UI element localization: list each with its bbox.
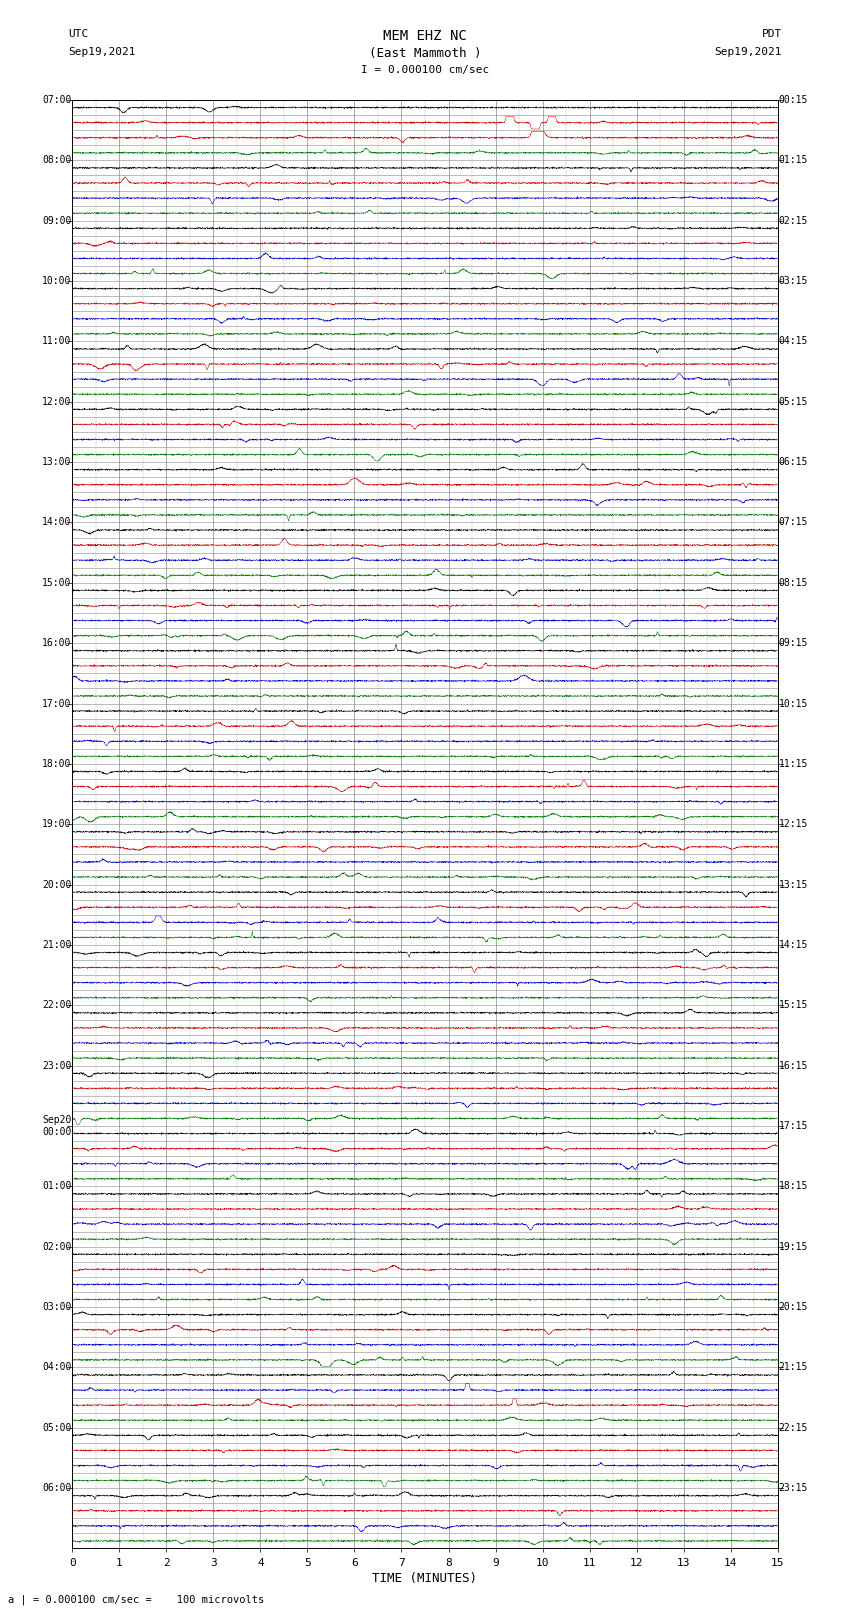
- Text: 03:15: 03:15: [779, 276, 808, 286]
- Text: 15:00: 15:00: [42, 577, 71, 587]
- Text: 20:15: 20:15: [779, 1302, 808, 1311]
- Text: 21:00: 21:00: [42, 940, 71, 950]
- Text: Sep20
00:00: Sep20 00:00: [42, 1115, 71, 1137]
- Text: 09:00: 09:00: [42, 216, 71, 226]
- Text: 18:00: 18:00: [42, 758, 71, 769]
- Text: 14:15: 14:15: [779, 940, 808, 950]
- Text: 23:00: 23:00: [42, 1061, 71, 1071]
- Text: 07:15: 07:15: [779, 518, 808, 527]
- Text: 08:15: 08:15: [779, 577, 808, 587]
- Text: 08:00: 08:00: [42, 155, 71, 166]
- Text: a | = 0.000100 cm/sec =    100 microvolts: a | = 0.000100 cm/sec = 100 microvolts: [8, 1594, 264, 1605]
- Text: 16:15: 16:15: [779, 1061, 808, 1071]
- Text: 13:00: 13:00: [42, 456, 71, 468]
- Text: 16:00: 16:00: [42, 639, 71, 648]
- Text: 04:15: 04:15: [779, 337, 808, 347]
- Text: 10:15: 10:15: [779, 698, 808, 708]
- Text: 03:00: 03:00: [42, 1302, 71, 1311]
- Text: 22:15: 22:15: [779, 1423, 808, 1432]
- Text: 00:15: 00:15: [779, 95, 808, 105]
- Text: 11:15: 11:15: [779, 758, 808, 769]
- Text: 07:00: 07:00: [42, 95, 71, 105]
- Text: 19:15: 19:15: [779, 1242, 808, 1252]
- Text: Sep19,2021: Sep19,2021: [68, 47, 135, 56]
- Text: 06:00: 06:00: [42, 1482, 71, 1494]
- Text: 14:00: 14:00: [42, 518, 71, 527]
- Text: 04:00: 04:00: [42, 1363, 71, 1373]
- Text: 06:15: 06:15: [779, 456, 808, 468]
- Text: 12:00: 12:00: [42, 397, 71, 406]
- Text: Sep19,2021: Sep19,2021: [715, 47, 782, 56]
- Text: 13:15: 13:15: [779, 879, 808, 890]
- Text: MEM EHZ NC: MEM EHZ NC: [383, 29, 467, 44]
- Text: 12:15: 12:15: [779, 819, 808, 829]
- Text: 10:00: 10:00: [42, 276, 71, 286]
- Text: (East Mammoth ): (East Mammoth ): [369, 47, 481, 60]
- Text: 18:15: 18:15: [779, 1181, 808, 1192]
- Text: PDT: PDT: [762, 29, 782, 39]
- Text: I = 0.000100 cm/sec: I = 0.000100 cm/sec: [361, 65, 489, 74]
- Text: UTC: UTC: [68, 29, 88, 39]
- Text: 21:15: 21:15: [779, 1363, 808, 1373]
- Text: 11:00: 11:00: [42, 337, 71, 347]
- Text: 23:15: 23:15: [779, 1482, 808, 1494]
- Text: 15:15: 15:15: [779, 1000, 808, 1010]
- Text: 05:15: 05:15: [779, 397, 808, 406]
- Text: 22:00: 22:00: [42, 1000, 71, 1010]
- X-axis label: TIME (MINUTES): TIME (MINUTES): [372, 1571, 478, 1584]
- Text: 19:00: 19:00: [42, 819, 71, 829]
- Text: 17:00: 17:00: [42, 698, 71, 708]
- Text: 05:00: 05:00: [42, 1423, 71, 1432]
- Text: 09:15: 09:15: [779, 639, 808, 648]
- Text: 17:15: 17:15: [779, 1121, 808, 1131]
- Text: 20:00: 20:00: [42, 879, 71, 890]
- Text: 02:15: 02:15: [779, 216, 808, 226]
- Text: 02:00: 02:00: [42, 1242, 71, 1252]
- Text: 01:00: 01:00: [42, 1181, 71, 1192]
- Text: 01:15: 01:15: [779, 155, 808, 166]
